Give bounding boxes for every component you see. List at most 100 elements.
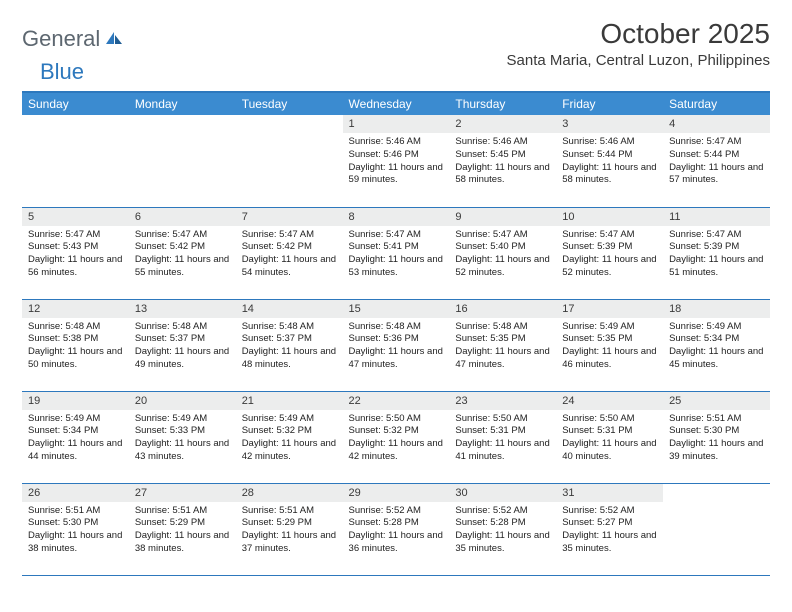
weekday-header: Thursday <box>449 92 556 115</box>
day-content: Sunrise: 5:46 AMSunset: 5:44 PMDaylight:… <box>556 133 663 191</box>
daylight-line: Daylight: 11 hours and 56 minutes. <box>28 254 123 280</box>
weekday-header: Friday <box>556 92 663 115</box>
daylight-line: Daylight: 11 hours and 53 minutes. <box>349 254 444 280</box>
day-content: Sunrise: 5:52 AMSunset: 5:27 PMDaylight:… <box>556 502 663 560</box>
sunrise-line: Sunrise: 5:47 AM <box>242 229 337 242</box>
day-number: 11 <box>663 208 770 226</box>
day-number: 24 <box>556 392 663 410</box>
calendar-day-cell: 28Sunrise: 5:51 AMSunset: 5:29 PMDayligh… <box>236 483 343 575</box>
daylight-line: Daylight: 11 hours and 46 minutes. <box>562 346 657 372</box>
sunrise-line: Sunrise: 5:48 AM <box>349 321 444 334</box>
daylight-line: Daylight: 11 hours and 49 minutes. <box>135 346 230 372</box>
sunset-line: Sunset: 5:40 PM <box>455 241 550 254</box>
sunrise-line: Sunrise: 5:51 AM <box>669 413 764 426</box>
sunset-line: Sunset: 5:42 PM <box>242 241 337 254</box>
sunset-line: Sunset: 5:45 PM <box>455 149 550 162</box>
daylight-line: Daylight: 11 hours and 38 minutes. <box>28 530 123 556</box>
day-content: Sunrise: 5:48 AMSunset: 5:37 PMDaylight:… <box>129 318 236 376</box>
sunrise-line: Sunrise: 5:47 AM <box>28 229 123 242</box>
sunset-line: Sunset: 5:44 PM <box>562 149 657 162</box>
sunset-line: Sunset: 5:38 PM <box>28 333 123 346</box>
sunrise-line: Sunrise: 5:52 AM <box>562 505 657 518</box>
daylight-line: Daylight: 11 hours and 44 minutes. <box>28 438 123 464</box>
sunset-line: Sunset: 5:39 PM <box>562 241 657 254</box>
calendar-day-cell: 5 Sunrise: 5:47 AMSunset: 5:43 PMDaylight… <box>22 207 129 299</box>
daylight-line: Daylight: 11 hours and 50 minutes. <box>28 346 123 372</box>
day-content: Sunrise: 5:49 AMSunset: 5:34 PMDaylight:… <box>22 410 129 468</box>
day-number: 16 <box>449 300 556 318</box>
daylight-line: Daylight: 11 hours and 58 minutes. <box>562 162 657 188</box>
calendar-day-cell: 26Sunrise: 5:51 AMSunset: 5:30 PMDayligh… <box>22 483 129 575</box>
sunrise-line: Sunrise: 5:50 AM <box>455 413 550 426</box>
day-number: 13 <box>129 300 236 318</box>
sunset-line: Sunset: 5:27 PM <box>562 517 657 530</box>
calendar-day-cell: 9Sunrise: 5:47 AMSunset: 5:40 PMDaylight… <box>449 207 556 299</box>
day-content: Sunrise: 5:47 AMSunset: 5:44 PMDaylight:… <box>663 133 770 191</box>
calendar-table: SundayMondayTuesdayWednesdayThursdayFrid… <box>22 91 770 576</box>
calendar-day-cell: 25Sunrise: 5:51 AMSunset: 5:30 PMDayligh… <box>663 391 770 483</box>
calendar-day-cell: 6Sunrise: 5:47 AMSunset: 5:42 PMDaylight… <box>129 207 236 299</box>
daylight-line: Daylight: 11 hours and 36 minutes. <box>349 530 444 556</box>
calendar-week-row: 12Sunrise: 5:48 AMSunset: 5:38 PMDayligh… <box>22 299 770 391</box>
calendar-week-row: 19Sunrise: 5:49 AMSunset: 5:34 PMDayligh… <box>22 391 770 483</box>
day-number: 6 <box>129 208 236 226</box>
sunset-line: Sunset: 5:46 PM <box>349 149 444 162</box>
day-content: Sunrise: 5:52 AMSunset: 5:28 PMDaylight:… <box>343 502 450 560</box>
sunset-line: Sunset: 5:35 PM <box>455 333 550 346</box>
day-number: 26 <box>22 484 129 502</box>
day-content: Sunrise: 5:47 AMSunset: 5:42 PMDaylight:… <box>236 226 343 284</box>
day-number: 5 <box>22 208 129 226</box>
calendar-day-cell: 31Sunrise: 5:52 AMSunset: 5:27 PMDayligh… <box>556 483 663 575</box>
sunrise-line: Sunrise: 5:46 AM <box>562 136 657 149</box>
calendar-empty-cell <box>22 115 129 207</box>
daylight-line: Daylight: 11 hours and 40 minutes. <box>562 438 657 464</box>
day-content: Sunrise: 5:49 AMSunset: 5:33 PMDaylight:… <box>129 410 236 468</box>
daylight-line: Daylight: 11 hours and 57 minutes. <box>669 162 764 188</box>
daylight-line: Daylight: 11 hours and 54 minutes. <box>242 254 337 280</box>
day-content: Sunrise: 5:50 AMSunset: 5:31 PMDaylight:… <box>449 410 556 468</box>
day-number: 2 <box>449 115 556 133</box>
day-number: 21 <box>236 392 343 410</box>
day-number: 29 <box>343 484 450 502</box>
day-content: Sunrise: 5:46 AMSunset: 5:45 PMDaylight:… <box>449 133 556 191</box>
sunset-line: Sunset: 5:43 PM <box>28 241 123 254</box>
daylight-line: Daylight: 11 hours and 59 minutes. <box>349 162 444 188</box>
sunrise-line: Sunrise: 5:51 AM <box>28 505 123 518</box>
daylight-line: Daylight: 11 hours and 47 minutes. <box>455 346 550 372</box>
sunrise-line: Sunrise: 5:47 AM <box>669 136 764 149</box>
calendar-day-cell: 2Sunrise: 5:46 AMSunset: 5:45 PMDaylight… <box>449 115 556 207</box>
sunset-line: Sunset: 5:31 PM <box>455 425 550 438</box>
sunrise-line: Sunrise: 5:47 AM <box>562 229 657 242</box>
daylight-line: Daylight: 11 hours and 45 minutes. <box>669 346 764 372</box>
sunset-line: Sunset: 5:34 PM <box>669 333 764 346</box>
month-title: October 2025 <box>507 18 770 50</box>
day-number: 27 <box>129 484 236 502</box>
day-number: 19 <box>22 392 129 410</box>
day-content: Sunrise: 5:51 AMSunset: 5:30 PMDaylight:… <box>22 502 129 560</box>
sunset-line: Sunset: 5:37 PM <box>135 333 230 346</box>
daylight-line: Daylight: 11 hours and 35 minutes. <box>455 530 550 556</box>
calendar-day-cell: 3Sunrise: 5:46 AMSunset: 5:44 PMDaylight… <box>556 115 663 207</box>
day-content: Sunrise: 5:51 AMSunset: 5:30 PMDaylight:… <box>663 410 770 468</box>
weekday-header: Monday <box>129 92 236 115</box>
day-content: Sunrise: 5:47 AMSunset: 5:42 PMDaylight:… <box>129 226 236 284</box>
calendar-week-row: 26Sunrise: 5:51 AMSunset: 5:30 PMDayligh… <box>22 483 770 575</box>
daylight-line: Daylight: 11 hours and 42 minutes. <box>349 438 444 464</box>
calendar-empty-cell <box>236 115 343 207</box>
day-number: 10 <box>556 208 663 226</box>
daylight-line: Daylight: 11 hours and 58 minutes. <box>455 162 550 188</box>
day-number: 17 <box>556 300 663 318</box>
calendar-day-cell: 15Sunrise: 5:48 AMSunset: 5:36 PMDayligh… <box>343 299 450 391</box>
calendar-day-cell: 14Sunrise: 5:48 AMSunset: 5:37 PMDayligh… <box>236 299 343 391</box>
day-content: Sunrise: 5:48 AMSunset: 5:37 PMDaylight:… <box>236 318 343 376</box>
sunrise-line: Sunrise: 5:52 AM <box>349 505 444 518</box>
logo-sail-icon <box>104 30 124 51</box>
sunset-line: Sunset: 5:31 PM <box>562 425 657 438</box>
day-content: Sunrise: 5:50 AMSunset: 5:31 PMDaylight:… <box>556 410 663 468</box>
day-number: 12 <box>22 300 129 318</box>
day-number: 15 <box>343 300 450 318</box>
calendar-day-cell: 27Sunrise: 5:51 AMSunset: 5:29 PMDayligh… <box>129 483 236 575</box>
sunset-line: Sunset: 5:29 PM <box>242 517 337 530</box>
daylight-line: Daylight: 11 hours and 52 minutes. <box>562 254 657 280</box>
calendar-day-cell: 24Sunrise: 5:50 AMSunset: 5:31 PMDayligh… <box>556 391 663 483</box>
